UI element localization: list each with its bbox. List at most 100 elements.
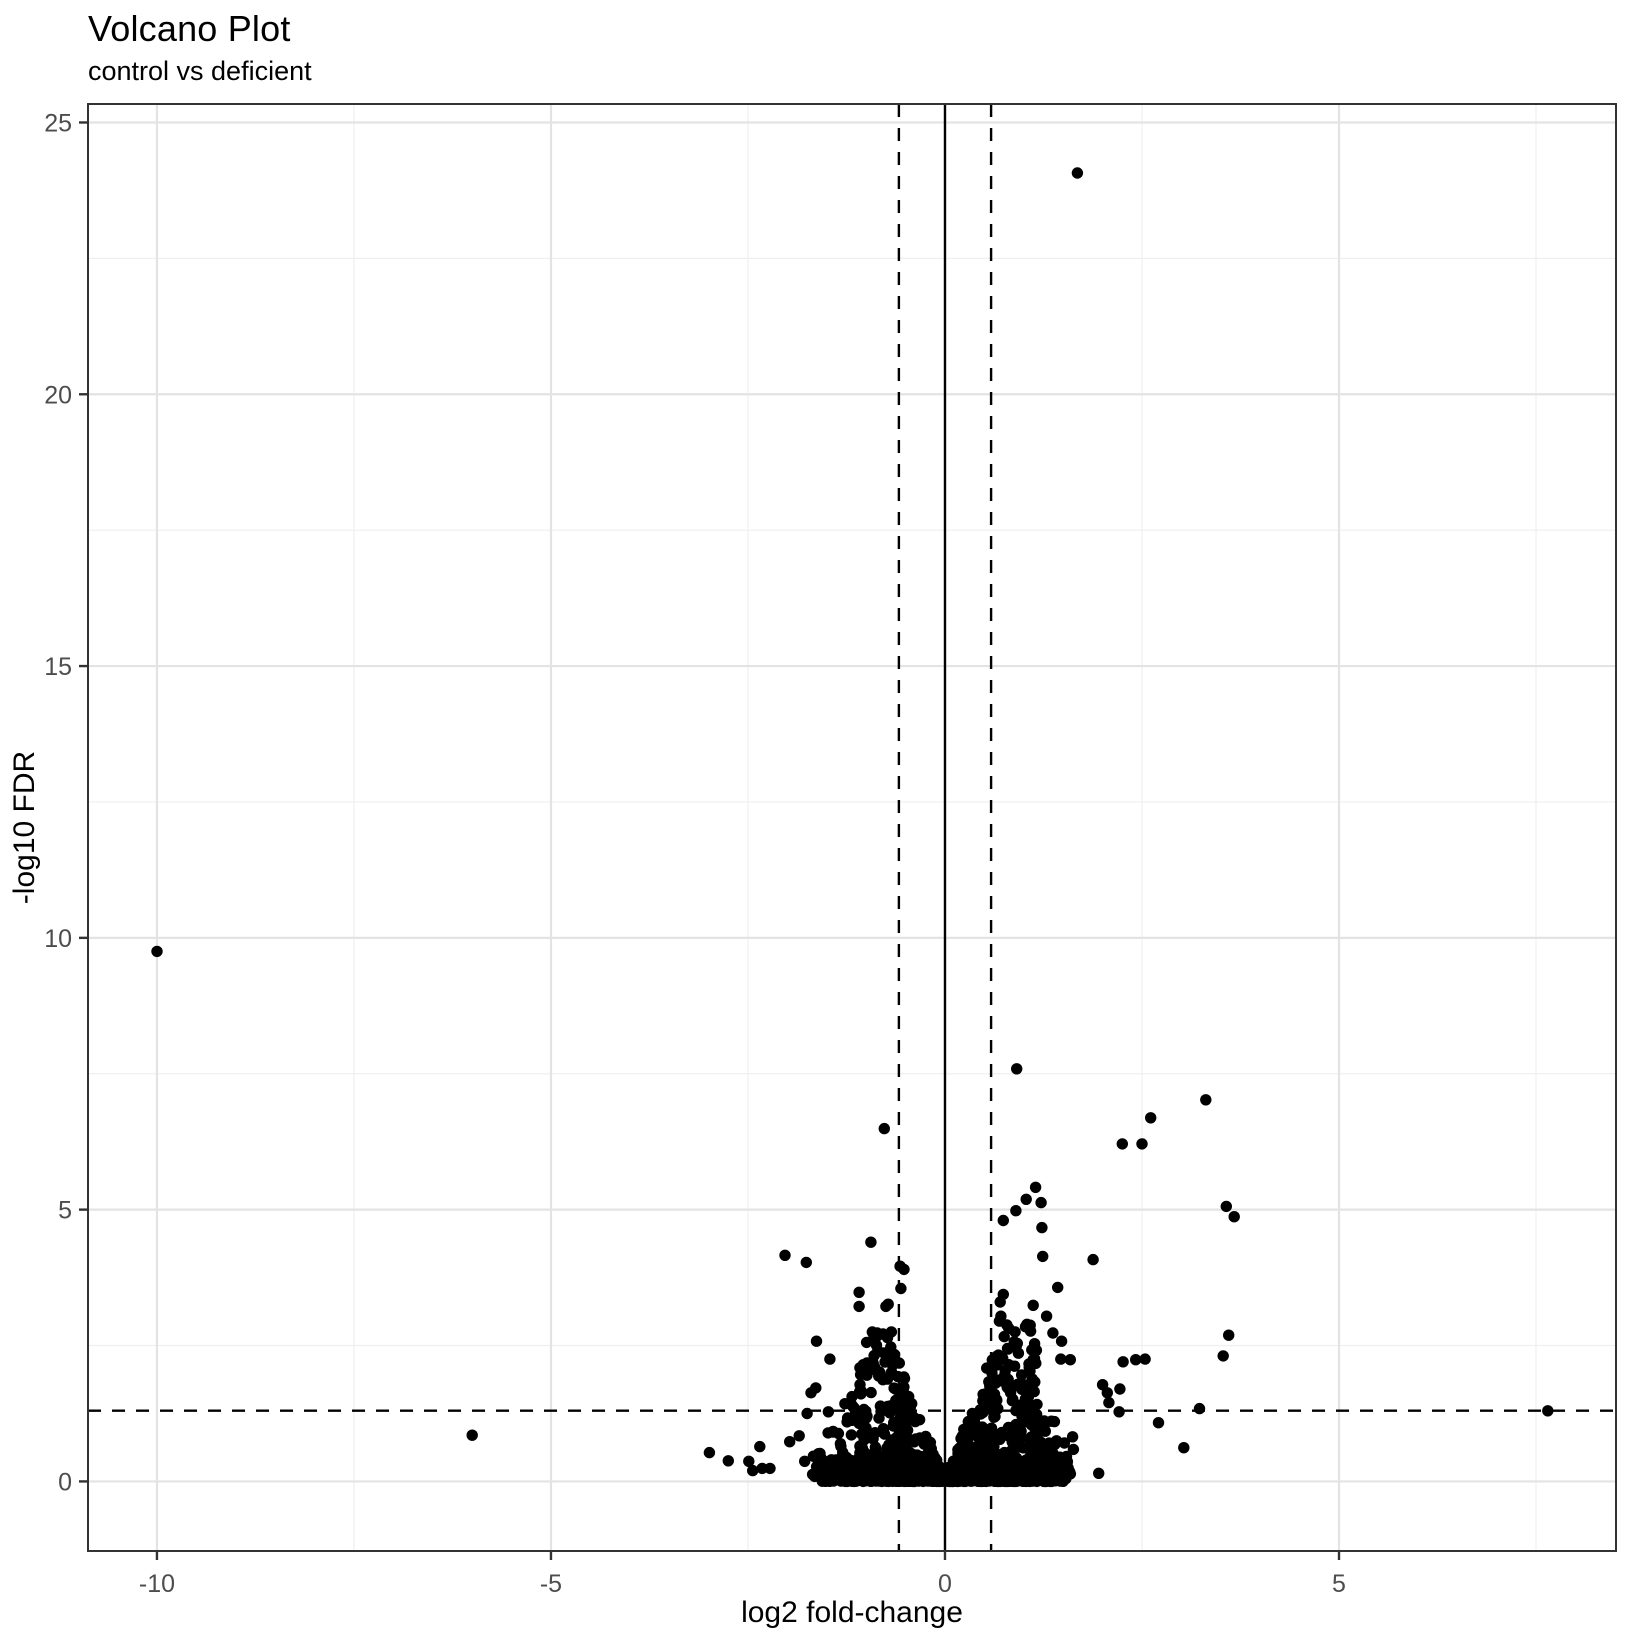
data-point bbox=[1010, 1452, 1023, 1464]
data-point bbox=[895, 1282, 907, 1295]
data-point bbox=[1009, 1326, 1021, 1338]
data-point bbox=[743, 1455, 755, 1468]
data-point bbox=[779, 1249, 791, 1262]
data-point bbox=[1004, 1387, 1017, 1399]
data-point bbox=[1130, 1354, 1142, 1366]
x-axis-title: log2 fold-change bbox=[741, 1596, 963, 1629]
data-point bbox=[1027, 1354, 1039, 1366]
data-point bbox=[965, 1416, 977, 1428]
data-point bbox=[892, 1473, 904, 1485]
data-point bbox=[1012, 1378, 1024, 1390]
data-point bbox=[1103, 1396, 1115, 1409]
data-point bbox=[1152, 1417, 1165, 1429]
data-point bbox=[989, 1377, 1002, 1389]
data-point bbox=[832, 1473, 844, 1485]
data-point bbox=[868, 1349, 880, 1362]
y-tick-label: 0 bbox=[58, 1468, 72, 1496]
data-point bbox=[878, 1122, 890, 1135]
data-point bbox=[1029, 1181, 1042, 1194]
data-point bbox=[951, 1473, 964, 1485]
data-point bbox=[865, 1386, 877, 1399]
data-point bbox=[986, 1362, 999, 1374]
data-point bbox=[805, 1387, 817, 1399]
grid-major-lines bbox=[88, 104, 1616, 1551]
data-point bbox=[975, 1429, 987, 1442]
data-point bbox=[1037, 1250, 1049, 1263]
data-point bbox=[1064, 1354, 1077, 1366]
data-point bbox=[1114, 1383, 1126, 1395]
data-point bbox=[853, 1300, 865, 1313]
data-point bbox=[1193, 1402, 1206, 1415]
data-point bbox=[908, 1412, 920, 1424]
data-point bbox=[1044, 1468, 1056, 1481]
data-point bbox=[1019, 1413, 1031, 1426]
data-point bbox=[875, 1405, 887, 1418]
data-point bbox=[1011, 1063, 1023, 1075]
threshold-reference-lines bbox=[88, 104, 1616, 1551]
data-point bbox=[958, 1423, 970, 1436]
data-point bbox=[1040, 1452, 1053, 1464]
data-point bbox=[1058, 1437, 1071, 1449]
data-point bbox=[1009, 1420, 1021, 1432]
data-point bbox=[1035, 1437, 1048, 1449]
data-point bbox=[1027, 1299, 1039, 1312]
data-point bbox=[858, 1434, 870, 1446]
axis-tick-labels: -10 -5 0 5 0 5 10 15 20 25 bbox=[44, 109, 1346, 1598]
data-point bbox=[983, 1447, 995, 1459]
data-point bbox=[1200, 1094, 1212, 1106]
data-point bbox=[837, 1446, 849, 1459]
data-point bbox=[806, 1468, 819, 1481]
data-point bbox=[1040, 1310, 1053, 1322]
data-point bbox=[837, 1461, 850, 1474]
data-point bbox=[868, 1447, 881, 1460]
data-point bbox=[1021, 1381, 1033, 1393]
data-point bbox=[1020, 1193, 1032, 1206]
data-point bbox=[830, 1454, 842, 1466]
data-point bbox=[898, 1263, 910, 1276]
data-point bbox=[756, 1462, 768, 1475]
data-point bbox=[869, 1427, 881, 1439]
data-point bbox=[827, 1425, 839, 1438]
data-point bbox=[722, 1455, 734, 1467]
data-point bbox=[1542, 1405, 1554, 1417]
data-point bbox=[1030, 1428, 1043, 1440]
data-point bbox=[1015, 1431, 1028, 1443]
data-point bbox=[892, 1433, 905, 1445]
data-point bbox=[991, 1350, 1003, 1363]
plot-subtitle: control vs deficient bbox=[88, 56, 312, 86]
data-point bbox=[764, 1462, 776, 1475]
data-point bbox=[1036, 1221, 1048, 1234]
data-point bbox=[995, 1475, 1008, 1487]
data-point bbox=[1101, 1387, 1114, 1399]
data-point bbox=[894, 1412, 906, 1424]
data-point bbox=[985, 1422, 998, 1434]
y-axis-title: -log10 FDR bbox=[8, 751, 41, 904]
data-point bbox=[984, 1392, 996, 1405]
data-point bbox=[1066, 1431, 1079, 1443]
data-point bbox=[784, 1436, 796, 1448]
data-point bbox=[884, 1369, 897, 1381]
y-tick-label: 20 bbox=[44, 381, 72, 409]
x-tick-label: 5 bbox=[1332, 1570, 1346, 1598]
data-point bbox=[1217, 1350, 1229, 1362]
data-point bbox=[896, 1390, 909, 1403]
data-point bbox=[853, 1286, 865, 1299]
data-point bbox=[1117, 1356, 1129, 1368]
data-point bbox=[878, 1347, 890, 1359]
data-point bbox=[870, 1339, 883, 1352]
data-point bbox=[1024, 1319, 1036, 1331]
data-point bbox=[854, 1378, 866, 1391]
data-point bbox=[1116, 1138, 1129, 1150]
data-point bbox=[923, 1447, 935, 1459]
data-point bbox=[997, 1214, 1009, 1227]
data-point bbox=[1228, 1211, 1240, 1223]
data-point bbox=[848, 1402, 860, 1414]
data-point bbox=[845, 1429, 858, 1441]
data-point bbox=[834, 1438, 847, 1450]
data-point bbox=[846, 1459, 859, 1471]
data-point bbox=[860, 1336, 873, 1349]
data-point bbox=[1048, 1415, 1061, 1428]
data-point bbox=[793, 1430, 805, 1442]
data-point bbox=[1087, 1253, 1099, 1266]
